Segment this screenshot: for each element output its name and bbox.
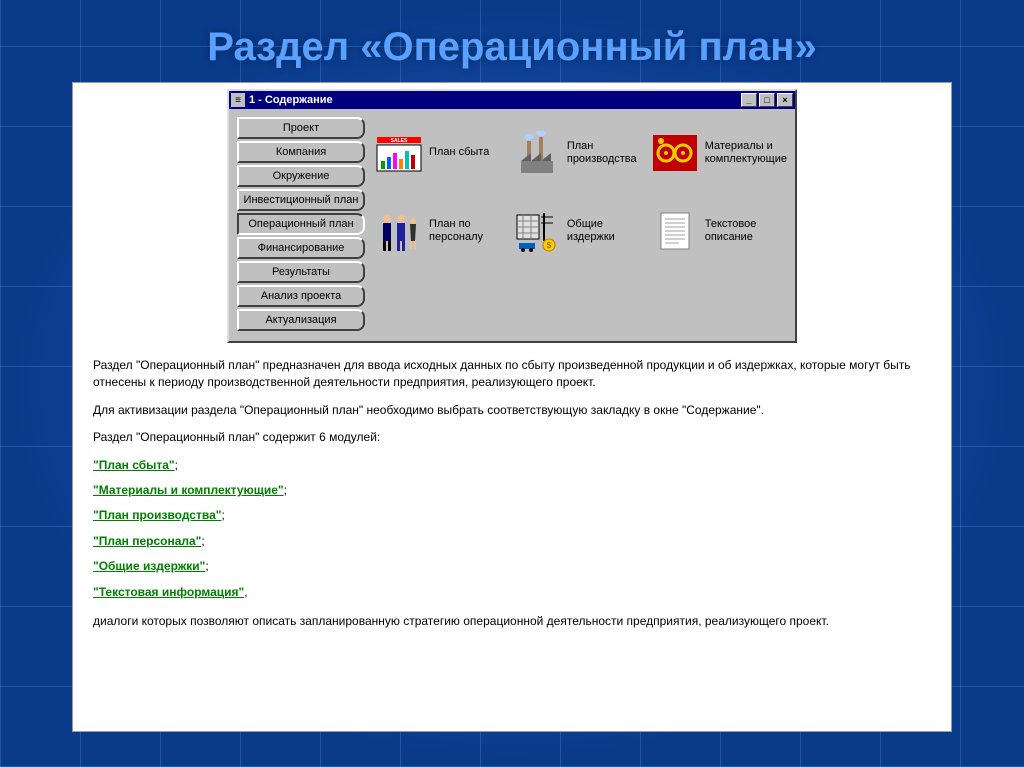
module-label: Материалы и комплектующие [705,140,787,166]
svg-text:SALES: SALES [391,138,408,144]
minimize-button[interactable]: _ [741,93,757,107]
sales-chart-icon: SALES [375,131,423,175]
description-para2: Для активизации раздела "Операционный пл… [93,402,931,419]
description-para1: Раздел "Операционный план" предназначен … [93,357,931,392]
tab-project[interactable]: Проект [237,117,365,139]
module-label: План по персоналу [429,218,503,244]
module-text-description[interactable]: Текстовое описание [651,195,787,267]
tab-investment-plan[interactable]: Инвестиционный план [237,189,365,211]
link-materials[interactable]: "Материалы и комплектующие" [93,482,284,499]
factory-icon [513,131,561,175]
module-personnel-plan[interactable]: План по персоналу [375,195,503,267]
module-label: Общие издержки [567,218,641,244]
separator: ; [175,458,178,472]
separator: , [244,585,247,599]
module-label: Текстовое описание [705,218,787,244]
separator: ; [284,483,287,497]
window-body: Проект Компания Окружение Инвестиционный… [229,109,795,341]
window-title: 1 - Содержание [249,94,739,106]
document-panel: ≡ 1 - Содержание _ □ × Проект Компания О… [72,82,952,732]
document-icon [651,209,699,253]
modules-grid: SALES План сбыта [375,117,787,333]
module-production-plan[interactable]: План производства [513,117,641,189]
tab-project-analysis[interactable]: Анализ проекта [237,285,365,307]
window-titlebar: ≡ 1 - Содержание _ □ × [229,91,795,109]
slide-title: Раздел «Операционный план» [0,0,1024,70]
description-para3: Раздел "Операционный план" содержит 6 мо… [93,429,931,446]
tab-financing[interactable]: Финансирование [237,237,365,259]
system-menu-icon[interactable]: ≡ [231,93,245,107]
module-label: План сбыта [429,146,489,159]
gears-icon [651,131,699,175]
tab-results[interactable]: Результаты [237,261,365,283]
separator: ; [221,508,224,522]
description-text: Раздел "Операционный план" предназначен … [73,357,951,630]
link-text-info[interactable]: "Текстовая информация" [93,584,244,601]
tab-environment[interactable]: Окружение [237,165,365,187]
link-production-plan[interactable]: "План производства" [93,507,221,524]
module-sales-plan[interactable]: SALES План сбыта [375,117,503,189]
separator: ; [201,534,204,548]
close-button[interactable]: × [777,93,793,107]
description-para4: диалоги которых позволяют описать заплан… [93,613,931,630]
warehouse-icon: $ [513,209,561,253]
module-materials[interactable]: Материалы и комплектующие [651,117,787,189]
svg-text:$: $ [547,241,552,250]
separator: ; [205,559,208,573]
link-overhead-costs[interactable]: "Общие издержки" [93,558,205,575]
link-sales-plan[interactable]: "План сбыта" [93,457,175,474]
module-overhead-costs[interactable]: $ Общие издержки [513,195,641,267]
module-label: План производства [567,140,641,166]
tab-actualization[interactable]: Актуализация [237,309,365,331]
link-personnel-plan[interactable]: "План персонала" [93,533,201,550]
tabs-column: Проект Компания Окружение Инвестиционный… [237,117,365,333]
tab-company[interactable]: Компания [237,141,365,163]
maximize-button[interactable]: □ [759,93,775,107]
win95-window: ≡ 1 - Содержание _ □ × Проект Компания О… [227,89,797,343]
tab-operational-plan[interactable]: Операционный план [237,213,365,235]
people-icon [375,209,423,253]
